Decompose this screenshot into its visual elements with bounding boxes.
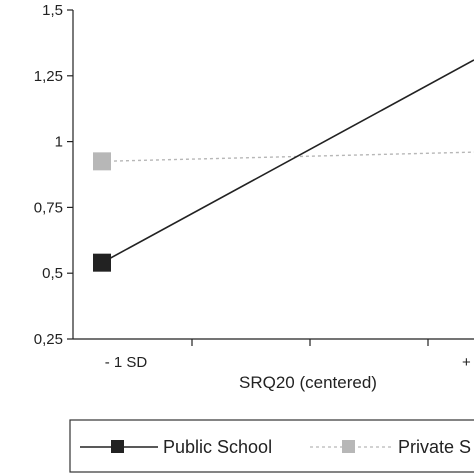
legend-label-private-school: Private S (398, 437, 471, 457)
legend-label-public-school: Public School (163, 437, 272, 457)
legend-box (69, 419, 474, 473)
y-tick-label: 0,25 (34, 331, 63, 348)
series-layer (93, 59, 474, 272)
y-tick-label: 1 (55, 134, 63, 151)
series-line-private-school (101, 151, 474, 163)
y-tick-label: 1,25 (34, 68, 63, 85)
y-tick-label: 0,75 (34, 199, 63, 216)
legend-marker-private-school (342, 440, 355, 453)
legend-marker-public-school (111, 440, 124, 453)
y-tick-label: 0,5 (42, 265, 63, 282)
y-tick-label: 1,5 (42, 2, 63, 19)
x-tick-label: + 1 SD (462, 354, 474, 371)
x-axis-title: SRQ20 (centered) (239, 373, 377, 392)
legend: Public School Private S (69, 419, 474, 473)
x-axis: - 1 SD + 1 SD (73, 338, 474, 371)
data-point-public-school (93, 253, 111, 272)
x-tick-label: - 1 SD (105, 354, 148, 371)
series-line-public-school (101, 59, 474, 264)
y-axis: 0,25 0,5 0,75 1 1,25 1,5 (34, 2, 74, 348)
data-point-private-school (93, 152, 111, 171)
